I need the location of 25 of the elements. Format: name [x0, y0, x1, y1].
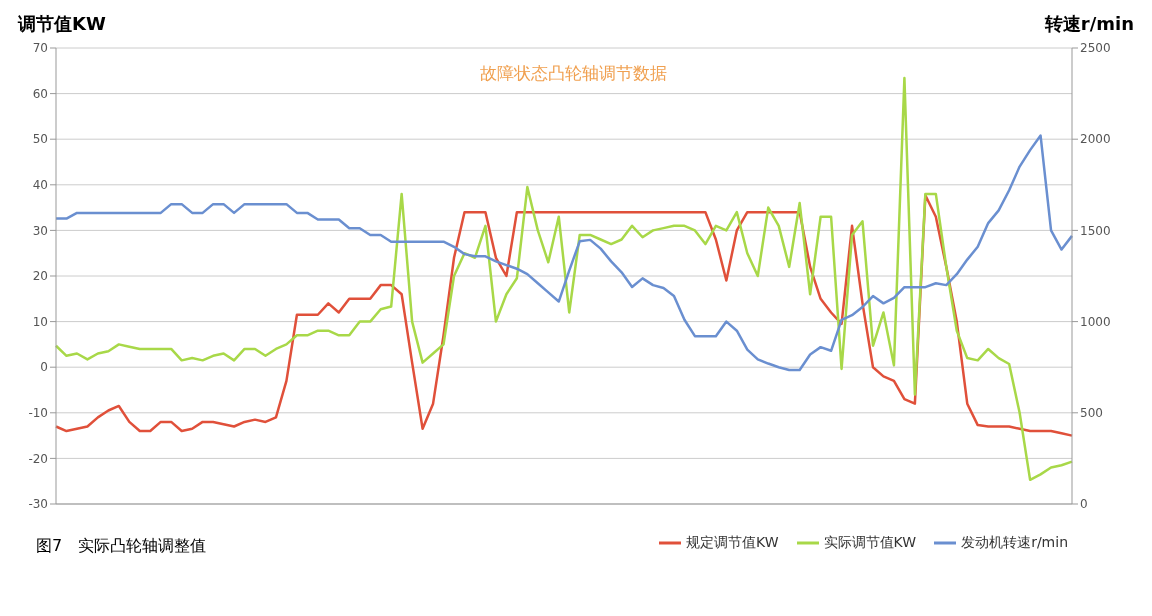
text: 故障状态凸轮轴调节数据	[479, 63, 667, 83]
y2-axis-title: 转速r/min	[1044, 12, 1134, 36]
y2-tick-label: 2500	[1080, 41, 1111, 56]
y-tick-label: 10	[32, 314, 48, 329]
y-tick-label: -30	[28, 497, 48, 512]
caption: 图7 实际凸轮轴调整值	[36, 536, 208, 557]
y-tick-label: 70	[32, 41, 48, 56]
legend-label: 发动机转速r/min	[961, 534, 1068, 552]
y-tick-label: 20	[32, 269, 48, 284]
y-tick-label: -20	[28, 451, 48, 466]
y-tick-label: 40	[32, 178, 48, 193]
y2-tick-label: 500	[1080, 406, 1103, 421]
y-axis-title: 调节值KW	[18, 12, 106, 36]
y2-tick-label: 0	[1080, 497, 1088, 512]
y2-tick-label: 1000	[1080, 314, 1111, 329]
y-tick-label: -10	[28, 406, 48, 421]
y2-tick-label: 2000	[1080, 132, 1111, 147]
y-tick-label: 50	[32, 132, 48, 147]
y-tick-label: 30	[32, 223, 48, 238]
legend-label: 实际调节值KW	[823, 534, 917, 552]
y2-tick-label: 1500	[1080, 223, 1111, 238]
line-series	[54, 134, 1074, 372]
y-tick-label: 60	[32, 86, 48, 101]
y-tick-label: 0	[40, 360, 48, 375]
legend-label: 规定调节值KW	[686, 534, 779, 552]
